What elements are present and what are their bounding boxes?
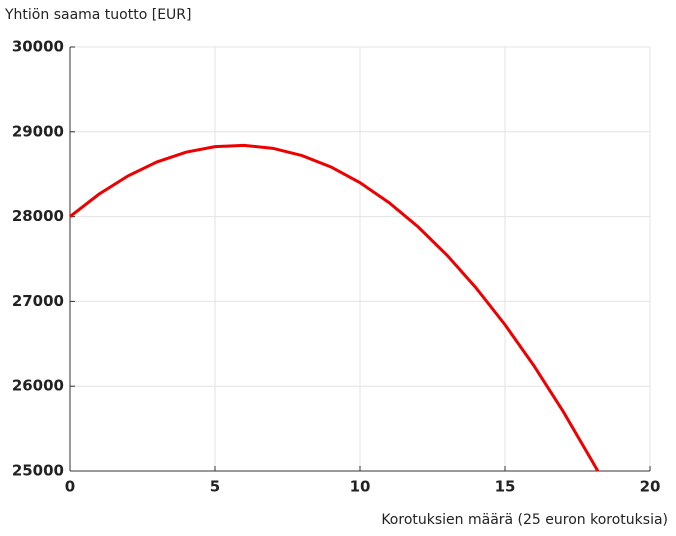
x-axis-label: Korotuksien määrä (25 euron korotuksia) [381, 512, 668, 528]
y-tick-label: 26000 [12, 377, 64, 395]
x-tick-label: 0 [65, 478, 75, 496]
x-tick-label: 20 [640, 478, 661, 496]
x-tick-label: 5 [210, 478, 220, 496]
y-tick-label: 25000 [12, 462, 64, 480]
x-tick-label: 10 [350, 478, 371, 496]
y-axis-label: Yhtiön saama tuotto [EUR] [4, 7, 191, 23]
y-tick-label: 27000 [12, 292, 64, 310]
y-tick-label: 28000 [12, 207, 64, 225]
y-tick-label: 30000 [12, 38, 64, 56]
y-tick-label: 29000 [12, 122, 64, 140]
x-tick-label: 15 [495, 478, 516, 496]
line-series [69, 143, 600, 472]
